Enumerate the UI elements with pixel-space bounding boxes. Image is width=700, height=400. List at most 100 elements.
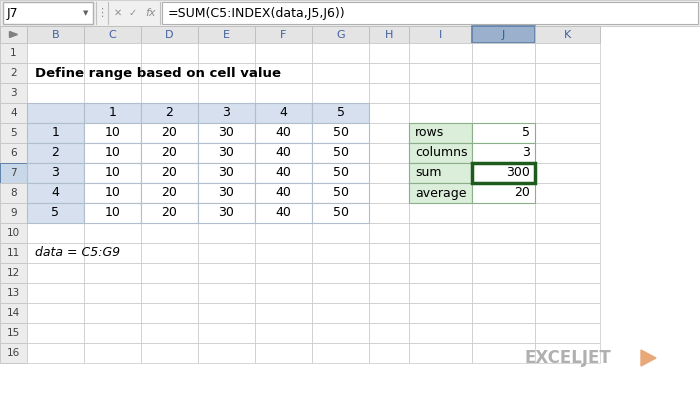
- Bar: [472, 143, 535, 163]
- Bar: [535, 223, 600, 243]
- Bar: [369, 223, 409, 243]
- Bar: [27, 63, 84, 83]
- Bar: [312, 183, 369, 203]
- Bar: [312, 143, 369, 163]
- Bar: [255, 183, 312, 203]
- Bar: [198, 343, 255, 363]
- Bar: [472, 223, 535, 243]
- Bar: [472, 63, 535, 83]
- Text: J7: J7: [7, 6, 19, 20]
- Bar: [472, 283, 535, 303]
- Bar: [312, 163, 369, 183]
- Text: 40: 40: [276, 146, 291, 160]
- Text: 300: 300: [506, 166, 530, 180]
- Text: 15: 15: [7, 328, 20, 338]
- Bar: [472, 143, 535, 163]
- Bar: [255, 123, 312, 143]
- Text: 9: 9: [10, 208, 17, 218]
- Bar: [84, 143, 141, 163]
- Bar: [472, 103, 535, 123]
- Text: 50: 50: [332, 166, 349, 180]
- Text: 30: 30: [218, 166, 235, 180]
- Bar: [27, 163, 84, 183]
- Bar: [255, 43, 312, 63]
- Bar: [472, 183, 535, 203]
- Bar: [255, 83, 312, 103]
- Text: 1: 1: [108, 106, 116, 120]
- Bar: [84, 63, 141, 83]
- Bar: [198, 26, 255, 43]
- Bar: [535, 203, 600, 223]
- Text: 1: 1: [52, 126, 60, 140]
- Bar: [0, 303, 27, 323]
- Bar: [84, 26, 141, 43]
- Bar: [312, 183, 369, 203]
- Bar: [255, 163, 312, 183]
- Bar: [84, 163, 141, 183]
- Bar: [312, 283, 369, 303]
- Bar: [141, 123, 198, 143]
- Bar: [84, 163, 141, 183]
- Bar: [535, 343, 600, 363]
- Bar: [84, 183, 141, 203]
- Bar: [312, 263, 369, 283]
- Bar: [255, 143, 312, 163]
- Text: 20: 20: [162, 166, 177, 180]
- Bar: [255, 223, 312, 243]
- Bar: [198, 103, 255, 123]
- Text: 20: 20: [162, 186, 177, 200]
- Bar: [84, 123, 141, 143]
- Bar: [27, 123, 84, 143]
- Bar: [255, 263, 312, 283]
- Bar: [312, 203, 369, 223]
- Bar: [27, 103, 84, 123]
- Bar: [535, 183, 600, 203]
- Bar: [255, 163, 312, 183]
- Bar: [472, 43, 535, 63]
- Bar: [27, 83, 84, 103]
- Bar: [0, 343, 27, 363]
- Bar: [472, 323, 535, 343]
- Text: ✓: ✓: [129, 8, 137, 18]
- Text: ✕: ✕: [114, 8, 122, 18]
- Bar: [369, 123, 409, 143]
- Bar: [198, 283, 255, 303]
- Text: ⋮: ⋮: [97, 8, 108, 18]
- Bar: [472, 243, 535, 263]
- Text: 2: 2: [166, 106, 174, 120]
- Bar: [84, 303, 141, 323]
- Bar: [472, 163, 535, 183]
- Bar: [0, 283, 27, 303]
- Bar: [0, 43, 27, 63]
- Bar: [198, 143, 255, 163]
- Bar: [27, 203, 84, 223]
- Polygon shape: [641, 350, 656, 366]
- Text: 5: 5: [522, 126, 530, 140]
- Bar: [535, 63, 600, 83]
- Bar: [27, 303, 84, 323]
- Text: J: J: [502, 30, 505, 40]
- Text: 11: 11: [7, 248, 20, 258]
- Bar: [409, 123, 472, 143]
- Bar: [162, 2, 698, 24]
- Text: 3: 3: [522, 146, 530, 160]
- Text: D: D: [165, 30, 174, 40]
- Bar: [27, 223, 84, 243]
- Bar: [0, 83, 27, 103]
- Text: 10: 10: [7, 228, 20, 238]
- Bar: [27, 243, 84, 263]
- Bar: [312, 103, 369, 123]
- Bar: [84, 123, 141, 143]
- Bar: [141, 183, 198, 203]
- Bar: [198, 323, 255, 343]
- Bar: [84, 203, 141, 223]
- Bar: [409, 183, 472, 203]
- Bar: [369, 283, 409, 303]
- Text: 40: 40: [276, 186, 291, 200]
- Text: 1: 1: [10, 48, 17, 58]
- Bar: [255, 203, 312, 223]
- Bar: [255, 103, 312, 123]
- Text: 20: 20: [162, 146, 177, 160]
- Bar: [409, 343, 472, 363]
- Bar: [369, 263, 409, 283]
